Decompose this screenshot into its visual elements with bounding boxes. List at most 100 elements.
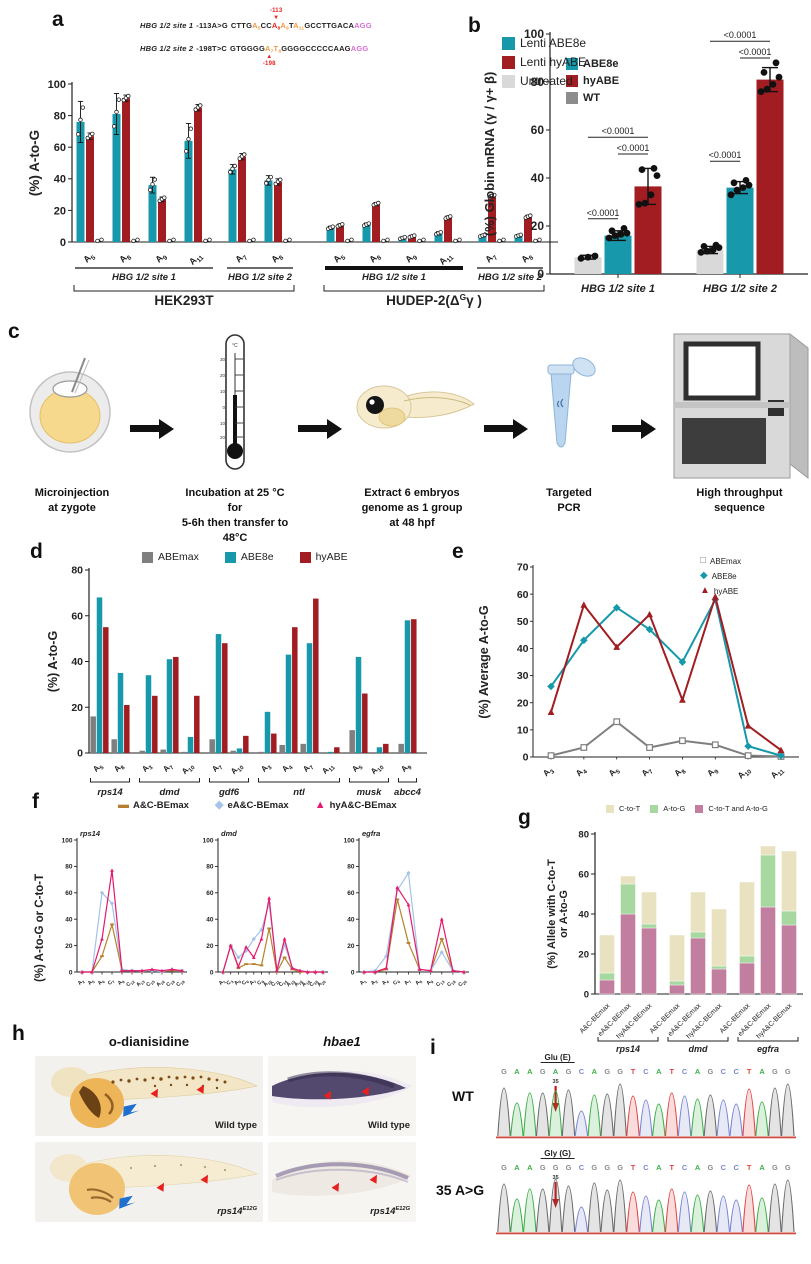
legend-label: hyABE [713, 586, 739, 596]
panel-e-chart: 0 10 20 30 40 50 60 70 (%) Average A-to-G A3 A4 A5 A… [477, 562, 799, 782]
legend-label: Lenti hyABE [520, 55, 587, 69]
svg-text:C: C [682, 1163, 688, 1172]
legend-label: eA&C-BEmax [227, 800, 289, 811]
legend-label: hyABE [315, 551, 348, 563]
svg-text:A: A [527, 1067, 533, 1076]
line-series-ABE8e [547, 595, 785, 760]
panel-d-letter: d [30, 540, 43, 563]
svg-text:G: G [566, 1067, 572, 1076]
legend-marker-rect [142, 551, 153, 563]
legend-item: ABE8e [224, 551, 274, 563]
panel-b-letter: b [468, 14, 481, 37]
svg-text:40: 40 [206, 916, 214, 923]
panel-d-chart: 0 20 40 60 80 (%) A-to-G A5 A8 A3 A7 A10 A7 A10 A3 A4 A… [46, 565, 427, 798]
legend-marker-rect [224, 551, 236, 563]
svg-text:°C: °C [232, 343, 238, 349]
svg-text:A10: A10 [735, 764, 753, 782]
chromatogram-peaks [497, 1178, 795, 1233]
svg-text:<0.0001: <0.0001 [739, 47, 772, 57]
panel-a-letter: a [52, 8, 64, 31]
svg-text:HBG 1/2 site 2: HBG 1/2 site 2 [703, 283, 777, 295]
svg-text:A9: A9 [117, 978, 127, 988]
svg-text:G: G [772, 1067, 778, 1076]
workflow-step-extract: Extract 6 embryos genome as 1 group at 4… [348, 330, 476, 531]
svg-text:<0.0001: <0.0001 [617, 143, 650, 153]
svg-text:G: G [591, 1163, 597, 1172]
svg-text:G: G [708, 1163, 714, 1172]
stacked-bar [599, 934, 615, 995]
line-series-hyABE [547, 593, 785, 754]
hbae1-column-title: hbae1 [323, 1034, 361, 1049]
svg-text:G: G [604, 1067, 610, 1076]
svg-text:20: 20 [531, 219, 545, 233]
svg-text:C3: C3 [226, 978, 236, 988]
svg-text:C14: C14 [278, 978, 289, 989]
image-label: rps14E12G [370, 1205, 410, 1217]
svg-text:80: 80 [347, 864, 355, 871]
svg-text:C: C [721, 1067, 727, 1076]
svg-text:egfra: egfra [362, 829, 380, 838]
svg-text:G: G [708, 1067, 714, 1076]
line-series-A&C-BEmax [80, 922, 184, 973]
svg-text:35: 35 [553, 1079, 559, 1085]
svg-text:G: G [772, 1163, 778, 1172]
legend-marker-rect [299, 551, 311, 563]
stain-column-title: o-dianisidine [108, 1034, 190, 1049]
svg-text:0: 0 [60, 237, 66, 249]
svg-text:gdf6: gdf6 [218, 787, 240, 798]
svg-text:C: C [734, 1163, 740, 1172]
legend-marker-triangle: ▲ [700, 585, 710, 596]
legend-item: Untreated [502, 74, 586, 88]
legend-marker-rect [606, 804, 614, 813]
blue-arrow-icon [123, 1103, 140, 1117]
svg-text:A: A [514, 1067, 520, 1076]
svg-text:A8: A8 [367, 250, 383, 266]
legend-item: ▬ A&C-BEmax [118, 800, 189, 812]
svg-text:A3: A3 [541, 764, 557, 780]
svg-text:G: G [540, 1163, 546, 1172]
svg-text:C15: C15 [145, 978, 156, 989]
svg-text:G: G [617, 1163, 623, 1172]
sequencer-icon [662, 330, 811, 482]
svg-text:A: A [514, 1163, 520, 1172]
svg-text:HEK293T: HEK293T [154, 293, 214, 308]
svg-text:0: 0 [537, 267, 544, 281]
svg-text:(%) Globin mRNA (γ / γ+ β): (%) Globin mRNA (γ / γ+ β) [482, 72, 497, 237]
svg-text:(%) Allele with C-to-T: (%) Allele with C-to-T [546, 859, 558, 969]
svg-text:30: 30 [517, 670, 529, 682]
red-arrowhead-icon [196, 1084, 204, 1094]
svg-text:A: A [759, 1163, 765, 1172]
svg-text:A: A [553, 1067, 559, 1076]
image-label: Wild type [214, 1120, 257, 1131]
legend-marker-rect [650, 804, 659, 813]
svg-text:A: A [656, 1067, 662, 1076]
legend-marker-rect [502, 74, 515, 88]
legend-marker-rect [502, 55, 515, 69]
panel-a-legend: ABE8e hyABE WT [566, 58, 619, 109]
svg-text:40: 40 [65, 916, 73, 923]
svg-text:A7: A7 [403, 978, 412, 987]
svg-text:60: 60 [65, 890, 73, 897]
svg-text:G: G [540, 1067, 546, 1076]
svg-text:A8: A8 [519, 250, 535, 266]
stacked-bar [690, 891, 706, 995]
svg-text:A11: A11 [768, 764, 786, 782]
legend-item: hyABE [566, 75, 619, 87]
svg-text:80: 80 [531, 75, 545, 89]
svg-text:G: G [553, 1163, 559, 1172]
svg-text:HBG 1/2 site 1: HBG 1/2 site 1 [581, 283, 655, 295]
legend-label: C-to-T [619, 804, 641, 813]
svg-text:A5: A5 [87, 978, 97, 988]
panel-f-dmd-chart: 020406080100dmdA1C3A5C6A7C9A10C11C14A15A… [203, 829, 328, 989]
legend-item: Lenti ABE8e [502, 36, 586, 50]
svg-text:A6: A6 [97, 978, 107, 988]
legend-item: Lenti hyABE [502, 55, 586, 69]
svg-text:A10: A10 [180, 761, 197, 778]
panel-g-chart: 0 20 40 60 80 (%) Allele with C-to-T or A-to-G… [546, 829, 803, 1054]
svg-text:A5: A5 [233, 978, 243, 988]
svg-text:rps14: rps14 [97, 787, 123, 798]
svg-text:A7: A7 [210, 761, 224, 775]
image-label: Wild type [367, 1120, 410, 1131]
thermometer-icon: °C 30 20 10 0 10 20 [213, 330, 257, 482]
legend-item: C-to-T [606, 804, 640, 813]
